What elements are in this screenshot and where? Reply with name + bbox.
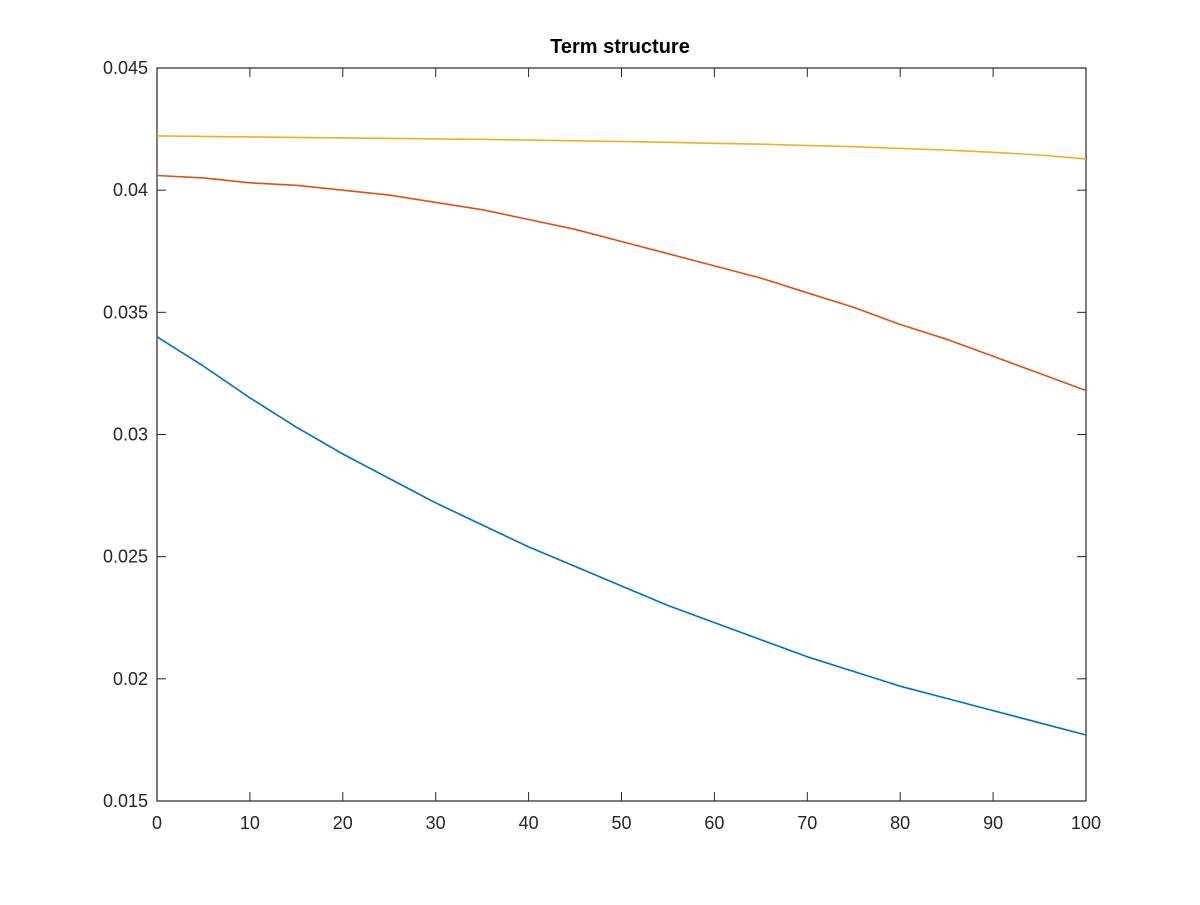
x-tick-label: 70 [797, 813, 817, 833]
x-tick-label: 40 [519, 813, 539, 833]
x-tick-label: 50 [611, 813, 631, 833]
series-line-1 [156, 336, 1087, 736]
series-line-3 [156, 135, 1087, 160]
plot-area: 0 10 20 30 40 50 60 70 80 90 100 0.015 0.02 0.025 0.03… [103, 58, 1101, 833]
x-tick-label: 80 [890, 813, 910, 833]
y-tick-label: 0.015 [103, 791, 148, 811]
x-tick-label: 30 [426, 813, 446, 833]
x-tick-label: 90 [983, 813, 1003, 833]
y-tick-label: 0.04 [113, 180, 148, 200]
chart-title: Term structure [550, 36, 690, 58]
x-tick-label: 20 [333, 813, 353, 833]
y-tick-label: 0.03 [113, 425, 148, 445]
series-line-2 [156, 174, 1087, 392]
y-tick-label: 0.025 [103, 547, 148, 567]
y-tick-label: 0.045 [103, 58, 148, 78]
x-tick-label: 60 [704, 813, 724, 833]
x-tick-label: 100 [1071, 813, 1101, 833]
y-tick-label: 0.035 [103, 302, 148, 322]
x-tick-label: 10 [240, 813, 260, 833]
y-tick-label: 0.02 [113, 669, 148, 689]
axes-box [156, 67, 1087, 802]
x-tick-label: 0 [152, 813, 162, 833]
